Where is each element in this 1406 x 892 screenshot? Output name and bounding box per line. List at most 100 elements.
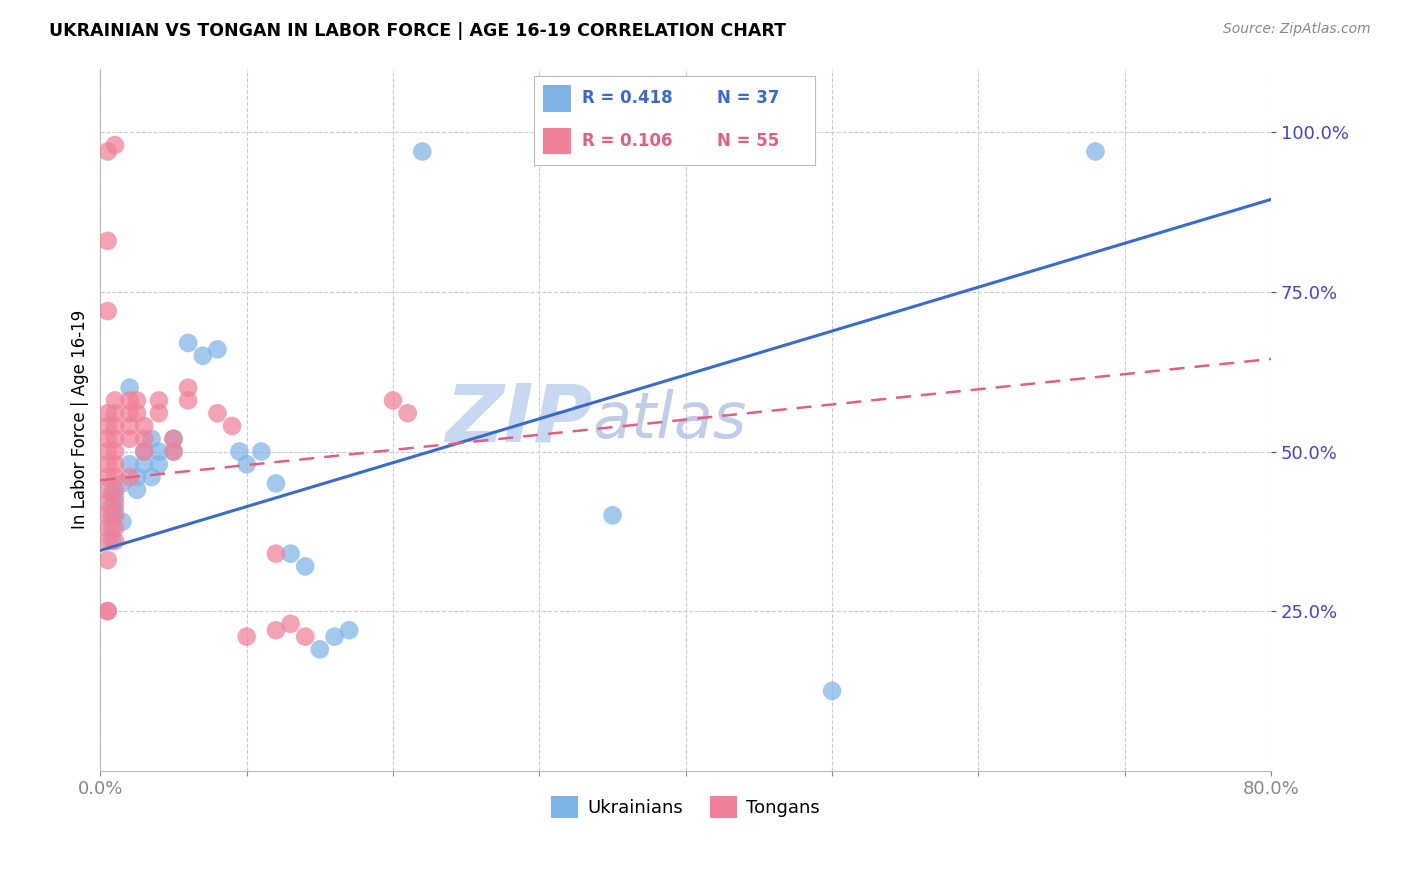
- Point: [97, 419, 120, 434]
- FancyBboxPatch shape: [543, 128, 571, 154]
- Point: [97, 553, 120, 567]
- Point: [104, 406, 127, 420]
- Point: [101, 486, 124, 500]
- Point: [104, 419, 127, 434]
- Text: N = 55: N = 55: [717, 132, 779, 150]
- Point: [118, 381, 141, 395]
- FancyBboxPatch shape: [543, 85, 571, 112]
- Point: [104, 432, 127, 446]
- Point: [104, 495, 127, 509]
- Point: [396, 406, 419, 420]
- Point: [148, 406, 170, 420]
- Point: [264, 476, 287, 491]
- Point: [411, 145, 433, 159]
- Point: [264, 547, 287, 561]
- Point: [148, 444, 170, 458]
- Point: [111, 515, 134, 529]
- Point: [104, 393, 127, 408]
- Point: [97, 604, 120, 618]
- Point: [97, 458, 120, 472]
- Point: [101, 499, 124, 513]
- Point: [104, 483, 127, 497]
- Point: [294, 559, 316, 574]
- Point: [162, 444, 184, 458]
- Point: [104, 489, 127, 503]
- Point: [104, 138, 127, 153]
- Point: [104, 533, 127, 548]
- Point: [104, 508, 127, 523]
- Text: N = 37: N = 37: [717, 89, 779, 107]
- Point: [141, 432, 163, 446]
- Point: [162, 432, 184, 446]
- Point: [97, 533, 120, 548]
- Point: [125, 406, 148, 420]
- Point: [104, 470, 127, 484]
- Point: [821, 684, 844, 698]
- Point: [97, 604, 120, 618]
- Point: [125, 483, 148, 497]
- Text: ZIP: ZIP: [444, 381, 592, 458]
- Point: [97, 470, 120, 484]
- Point: [148, 458, 170, 472]
- Legend: Ukrainians, Tongans: Ukrainians, Tongans: [544, 789, 827, 825]
- Point: [134, 444, 156, 458]
- Point: [177, 393, 200, 408]
- Point: [118, 393, 141, 408]
- Point: [177, 381, 200, 395]
- Text: R = 0.106: R = 0.106: [582, 132, 672, 150]
- Point: [280, 616, 302, 631]
- Point: [250, 444, 273, 458]
- Point: [97, 234, 120, 248]
- Text: R = 0.418: R = 0.418: [582, 89, 672, 107]
- Text: UKRAINIAN VS TONGAN IN LABOR FORCE | AGE 16-19 CORRELATION CHART: UKRAINIAN VS TONGAN IN LABOR FORCE | AGE…: [49, 22, 786, 40]
- Point: [162, 432, 184, 446]
- Point: [235, 630, 257, 644]
- Point: [101, 533, 124, 548]
- Point: [309, 642, 332, 657]
- Point: [118, 470, 141, 484]
- Point: [118, 406, 141, 420]
- Point: [125, 470, 148, 484]
- Point: [97, 145, 120, 159]
- Point: [162, 444, 184, 458]
- Point: [97, 444, 120, 458]
- Point: [337, 624, 360, 638]
- Point: [207, 343, 229, 357]
- Point: [207, 406, 229, 420]
- Point: [104, 502, 127, 516]
- Point: [148, 393, 170, 408]
- Point: [111, 476, 134, 491]
- Point: [264, 624, 287, 638]
- Text: atlas: atlas: [592, 389, 747, 450]
- Point: [323, 630, 346, 644]
- Point: [382, 393, 405, 408]
- Point: [228, 444, 250, 458]
- Point: [177, 336, 200, 351]
- Point: [221, 419, 243, 434]
- Point: [97, 508, 120, 523]
- Point: [118, 419, 141, 434]
- Point: [97, 406, 120, 420]
- Text: Source: ZipAtlas.com: Source: ZipAtlas.com: [1223, 22, 1371, 37]
- Point: [104, 521, 127, 535]
- Point: [101, 508, 124, 523]
- Point: [118, 458, 141, 472]
- Point: [280, 547, 302, 561]
- Point: [134, 458, 156, 472]
- Point: [97, 521, 120, 535]
- Point: [97, 432, 120, 446]
- Point: [101, 521, 124, 535]
- Point: [134, 444, 156, 458]
- Point: [125, 393, 148, 408]
- Point: [104, 458, 127, 472]
- Point: [97, 495, 120, 509]
- Point: [97, 483, 120, 497]
- Y-axis label: In Labor Force | Age 16-19: In Labor Force | Age 16-19: [72, 310, 89, 529]
- Point: [134, 419, 156, 434]
- Point: [134, 432, 156, 446]
- Point: [104, 444, 127, 458]
- Point: [602, 508, 624, 523]
- Point: [235, 458, 257, 472]
- Point: [141, 470, 163, 484]
- Point: [191, 349, 214, 363]
